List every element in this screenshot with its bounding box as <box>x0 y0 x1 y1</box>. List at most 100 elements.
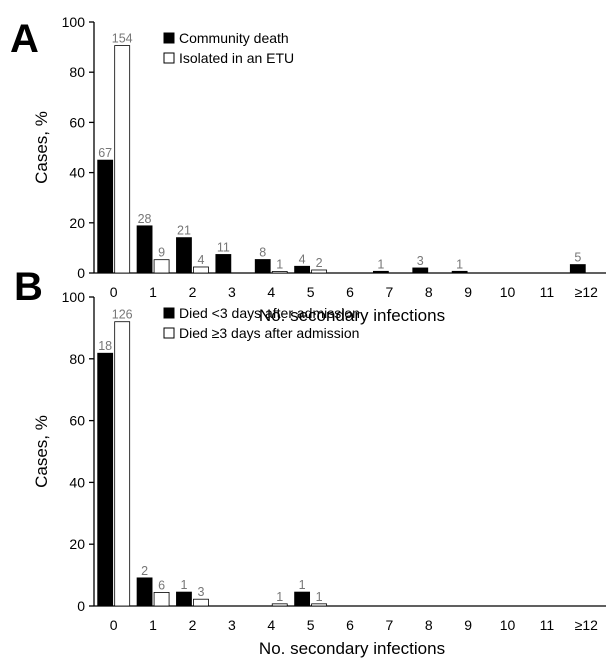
x-tick-label: 7 <box>385 617 393 633</box>
data-label: 3 <box>197 585 204 599</box>
y-tick-label: 60 <box>69 114 85 130</box>
x-tick-label: 5 <box>307 284 315 300</box>
legend-swatch <box>163 32 175 44</box>
y-tick-label: 20 <box>69 536 85 552</box>
panel-letter: B <box>14 265 43 309</box>
y-tick-label: 20 <box>69 215 85 231</box>
y-axis-title: Cases, % <box>32 111 51 184</box>
y-tick-label: 0 <box>77 265 85 281</box>
x-tick-label: 8 <box>425 617 433 633</box>
x-tick-label: 10 <box>500 284 516 300</box>
bar-filled <box>97 352 114 607</box>
x-tick-label: 5 <box>307 617 315 633</box>
panel-letter: A <box>10 17 39 61</box>
data-label: 28 <box>138 212 152 226</box>
data-label: 21 <box>177 224 191 238</box>
x-tick-label: 0 <box>110 617 118 633</box>
legend-swatch <box>163 327 175 339</box>
x-tick-label: 3 <box>228 284 236 300</box>
x-tick-label: 9 <box>464 284 472 300</box>
y-tick-label: 80 <box>69 351 85 367</box>
data-label: 1 <box>299 578 306 592</box>
x-tick-label: 1 <box>149 617 157 633</box>
data-label: 9 <box>158 246 165 260</box>
data-label: 1 <box>377 257 384 271</box>
data-label: 2 <box>141 564 148 578</box>
data-label: 1 <box>276 590 283 604</box>
bar-open <box>114 321 131 607</box>
x-tick-label: 11 <box>540 284 555 300</box>
data-label: 6 <box>158 578 165 592</box>
legend-label: Died <3 days after admission <box>179 305 360 321</box>
bar-filled <box>372 270 389 274</box>
bar-filled <box>254 259 271 274</box>
data-label: 1 <box>276 257 283 271</box>
data-label: 1 <box>180 578 187 592</box>
bar-filled <box>451 270 468 274</box>
x-tick-label: 7 <box>385 284 393 300</box>
data-label: 1 <box>316 590 323 604</box>
data-label: 18 <box>98 339 112 353</box>
data-label: 5 <box>574 251 581 265</box>
y-tick-label: 40 <box>69 474 85 490</box>
data-label: 4 <box>197 253 204 267</box>
x-tick-label: 3 <box>228 617 236 633</box>
bar-open <box>153 592 170 607</box>
legend-label: Community death <box>179 30 289 46</box>
y-tick-label: 100 <box>62 14 86 30</box>
y-tick-label: 100 <box>62 289 86 305</box>
bar-filled <box>176 237 192 274</box>
y-tick-label: 60 <box>69 413 85 429</box>
x-tick-label: 2 <box>189 284 197 300</box>
y-tick-label: 0 <box>77 598 85 614</box>
x-tick-label: ≥12 <box>575 284 598 300</box>
legend-swatch <box>163 52 175 64</box>
data-label: 8 <box>259 246 266 260</box>
bar-filled <box>215 254 232 274</box>
bar-filled <box>294 591 311 607</box>
data-label: 2 <box>316 256 323 270</box>
bar-open <box>193 266 209 274</box>
x-tick-label: ≥12 <box>575 617 598 633</box>
bar-filled <box>97 159 114 274</box>
x-tick-label: 6 <box>346 284 354 300</box>
legend-label: Isolated in an ETU <box>179 50 294 66</box>
bar-open <box>114 45 131 274</box>
x-tick-label: 8 <box>425 284 433 300</box>
bar-filled <box>294 265 311 274</box>
bar-filled <box>569 264 586 274</box>
bar-open <box>311 269 328 274</box>
x-tick-label: 4 <box>267 284 275 300</box>
data-label: 1 <box>456 257 463 271</box>
bar-open <box>271 603 288 607</box>
x-axis-title: No. secondary infections <box>259 306 445 325</box>
x-tick-label: 2 <box>189 617 197 633</box>
x-tick-label: 10 <box>500 617 516 633</box>
legend-swatch <box>163 307 175 319</box>
bar-open <box>193 598 209 607</box>
data-label: 154 <box>112 32 133 46</box>
y-axis-title: Cases, % <box>32 415 51 488</box>
y-tick-label: 40 <box>69 165 85 181</box>
x-tick-label: 11 <box>540 617 555 633</box>
bar-open <box>311 603 328 607</box>
x-tick-label: 1 <box>149 284 157 300</box>
legend-label: Died ≥3 days after admission <box>179 325 359 341</box>
data-label: 11 <box>217 240 230 254</box>
y-tick-label: 80 <box>69 64 85 80</box>
x-axis-title: No. secondary infections <box>259 639 445 658</box>
data-label: 67 <box>98 146 112 160</box>
bar-open <box>153 259 170 274</box>
data-label: 3 <box>417 254 424 268</box>
x-tick-label: 6 <box>346 617 354 633</box>
x-tick-label: 9 <box>464 617 472 633</box>
bar-filled <box>412 267 429 274</box>
bar-filled <box>136 225 153 274</box>
x-tick-label: 0 <box>110 284 118 300</box>
x-tick-label: 4 <box>267 617 275 633</box>
data-label: 4 <box>299 252 306 266</box>
bar-filled <box>176 591 192 607</box>
